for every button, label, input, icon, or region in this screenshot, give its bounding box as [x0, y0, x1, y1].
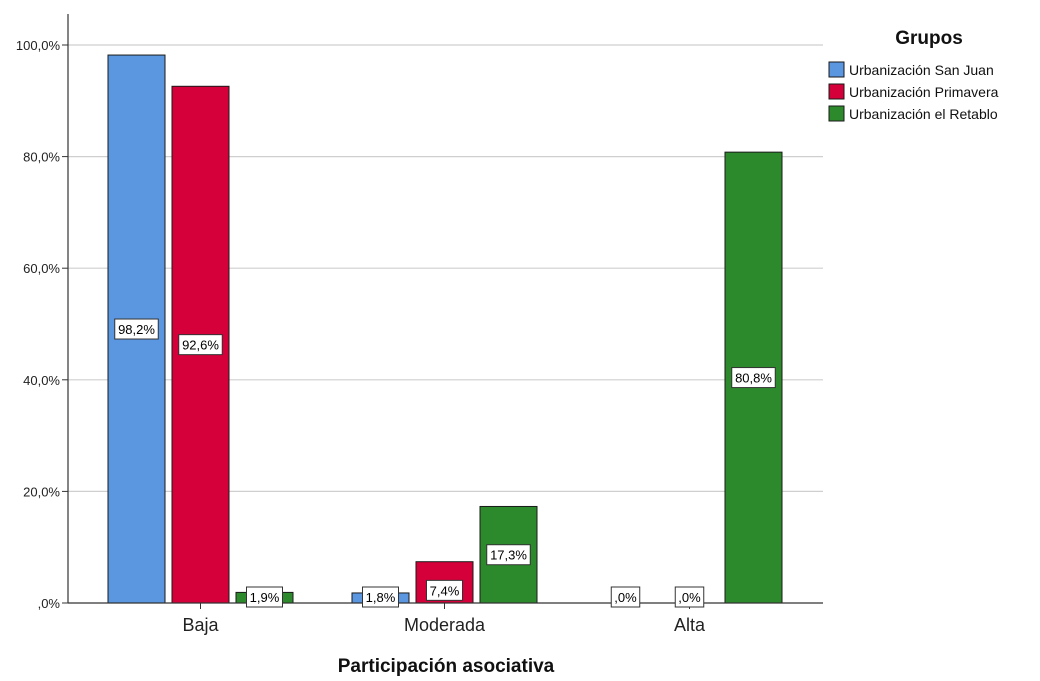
y-tick-label: 80,0% — [23, 150, 60, 165]
data-label-box — [362, 586, 399, 608]
category-labels: Baja Moderada Alta — [182, 615, 706, 635]
data-label: 92,6% — [182, 338, 219, 353]
y-tick-label: 100,0% — [16, 38, 61, 53]
data-label-box — [246, 586, 283, 608]
category-label: Baja — [182, 615, 219, 635]
data-label: 98,2% — [118, 322, 155, 337]
data-label: 7,4% — [430, 583, 460, 598]
y-tick-label: 20,0% — [23, 484, 60, 499]
legend-swatch — [828, 105, 845, 122]
y-tick-label: 40,0% — [23, 373, 60, 388]
data-label-box — [731, 367, 776, 389]
legend-title: Grupos — [895, 28, 963, 49]
data-label: 1,8% — [366, 590, 396, 605]
x-axis-title: Participación asociativa — [338, 656, 555, 677]
data-label: 1,9% — [250, 590, 280, 605]
category-label: Alta — [674, 615, 706, 635]
legend-items: Urbanización San Juan Urbanización Primav… — [828, 61, 999, 122]
data-label: 80,8% — [735, 371, 772, 386]
data-label: ,0% — [614, 590, 637, 605]
y-tick-label: 60,0% — [23, 261, 60, 276]
data-labels: 98,2% 92,6% 1,9% 1,8% 7,4% 17,3% ,0% ,0% 80,8% — [114, 318, 776, 608]
legend-swatch — [828, 83, 845, 100]
data-label: 17,3% — [490, 548, 527, 563]
legend-swatch — [828, 61, 845, 78]
legend-label: Urbanización San Juan — [849, 62, 994, 78]
data-label-box — [674, 586, 705, 608]
y-tick-labels: 100,0% 80,0% 60,0% 40,0% 20,0% ,0% — [16, 38, 61, 611]
data-label-box — [114, 318, 159, 340]
legend-label: Urbanización Primavera — [849, 84, 999, 100]
category-label: Moderada — [404, 615, 486, 635]
bars — [107, 54, 783, 604]
y-tick-label: ,0% — [38, 596, 61, 611]
data-label-box — [610, 586, 641, 608]
legend: Grupos Urbanización San JuanUrbanización… — [828, 28, 999, 122]
data-label: ,0% — [678, 590, 701, 605]
data-label-box — [426, 579, 463, 601]
data-label-box — [178, 334, 223, 356]
data-label-box — [486, 544, 531, 566]
legend-label: Urbanización el Retablo — [849, 106, 998, 122]
